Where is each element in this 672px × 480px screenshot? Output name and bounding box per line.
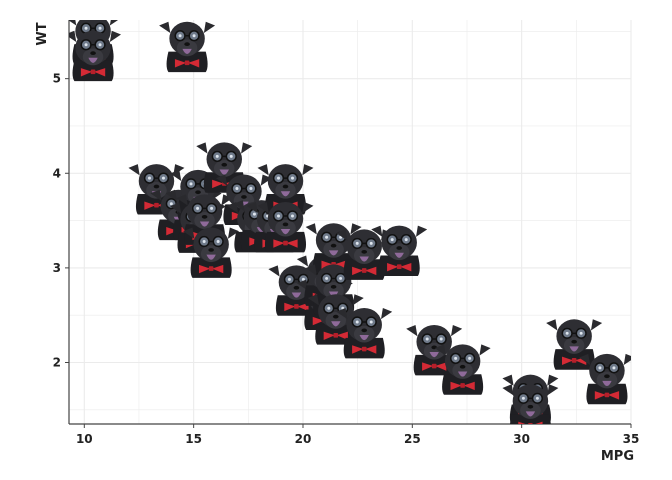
- y-tick-label: 5: [53, 72, 61, 86]
- y-tick-label: 4: [53, 166, 61, 180]
- data-point-dog-icon: [159, 21, 216, 73]
- x-tick-label: 20: [295, 432, 312, 446]
- y-axis-title: WT: [35, 22, 50, 45]
- data-point-dog-icon: [578, 353, 631, 405]
- x-tick-label: 35: [623, 432, 640, 446]
- x-axis-title: MPG: [601, 449, 634, 464]
- data-points: [69, 20, 631, 424]
- tick-labels: 10 15 20 25 30 35 2 3 4 5: [53, 72, 640, 446]
- grid-lines: [69, 20, 632, 424]
- y-tick-label: 3: [53, 261, 61, 275]
- x-tick-label: 15: [185, 432, 202, 446]
- x-tick-label: 25: [404, 432, 421, 446]
- x-tick-label: 10: [76, 432, 93, 446]
- axes: [68, 20, 631, 425]
- y-tick-label: 2: [53, 356, 61, 370]
- x-tick-label: 30: [513, 432, 530, 446]
